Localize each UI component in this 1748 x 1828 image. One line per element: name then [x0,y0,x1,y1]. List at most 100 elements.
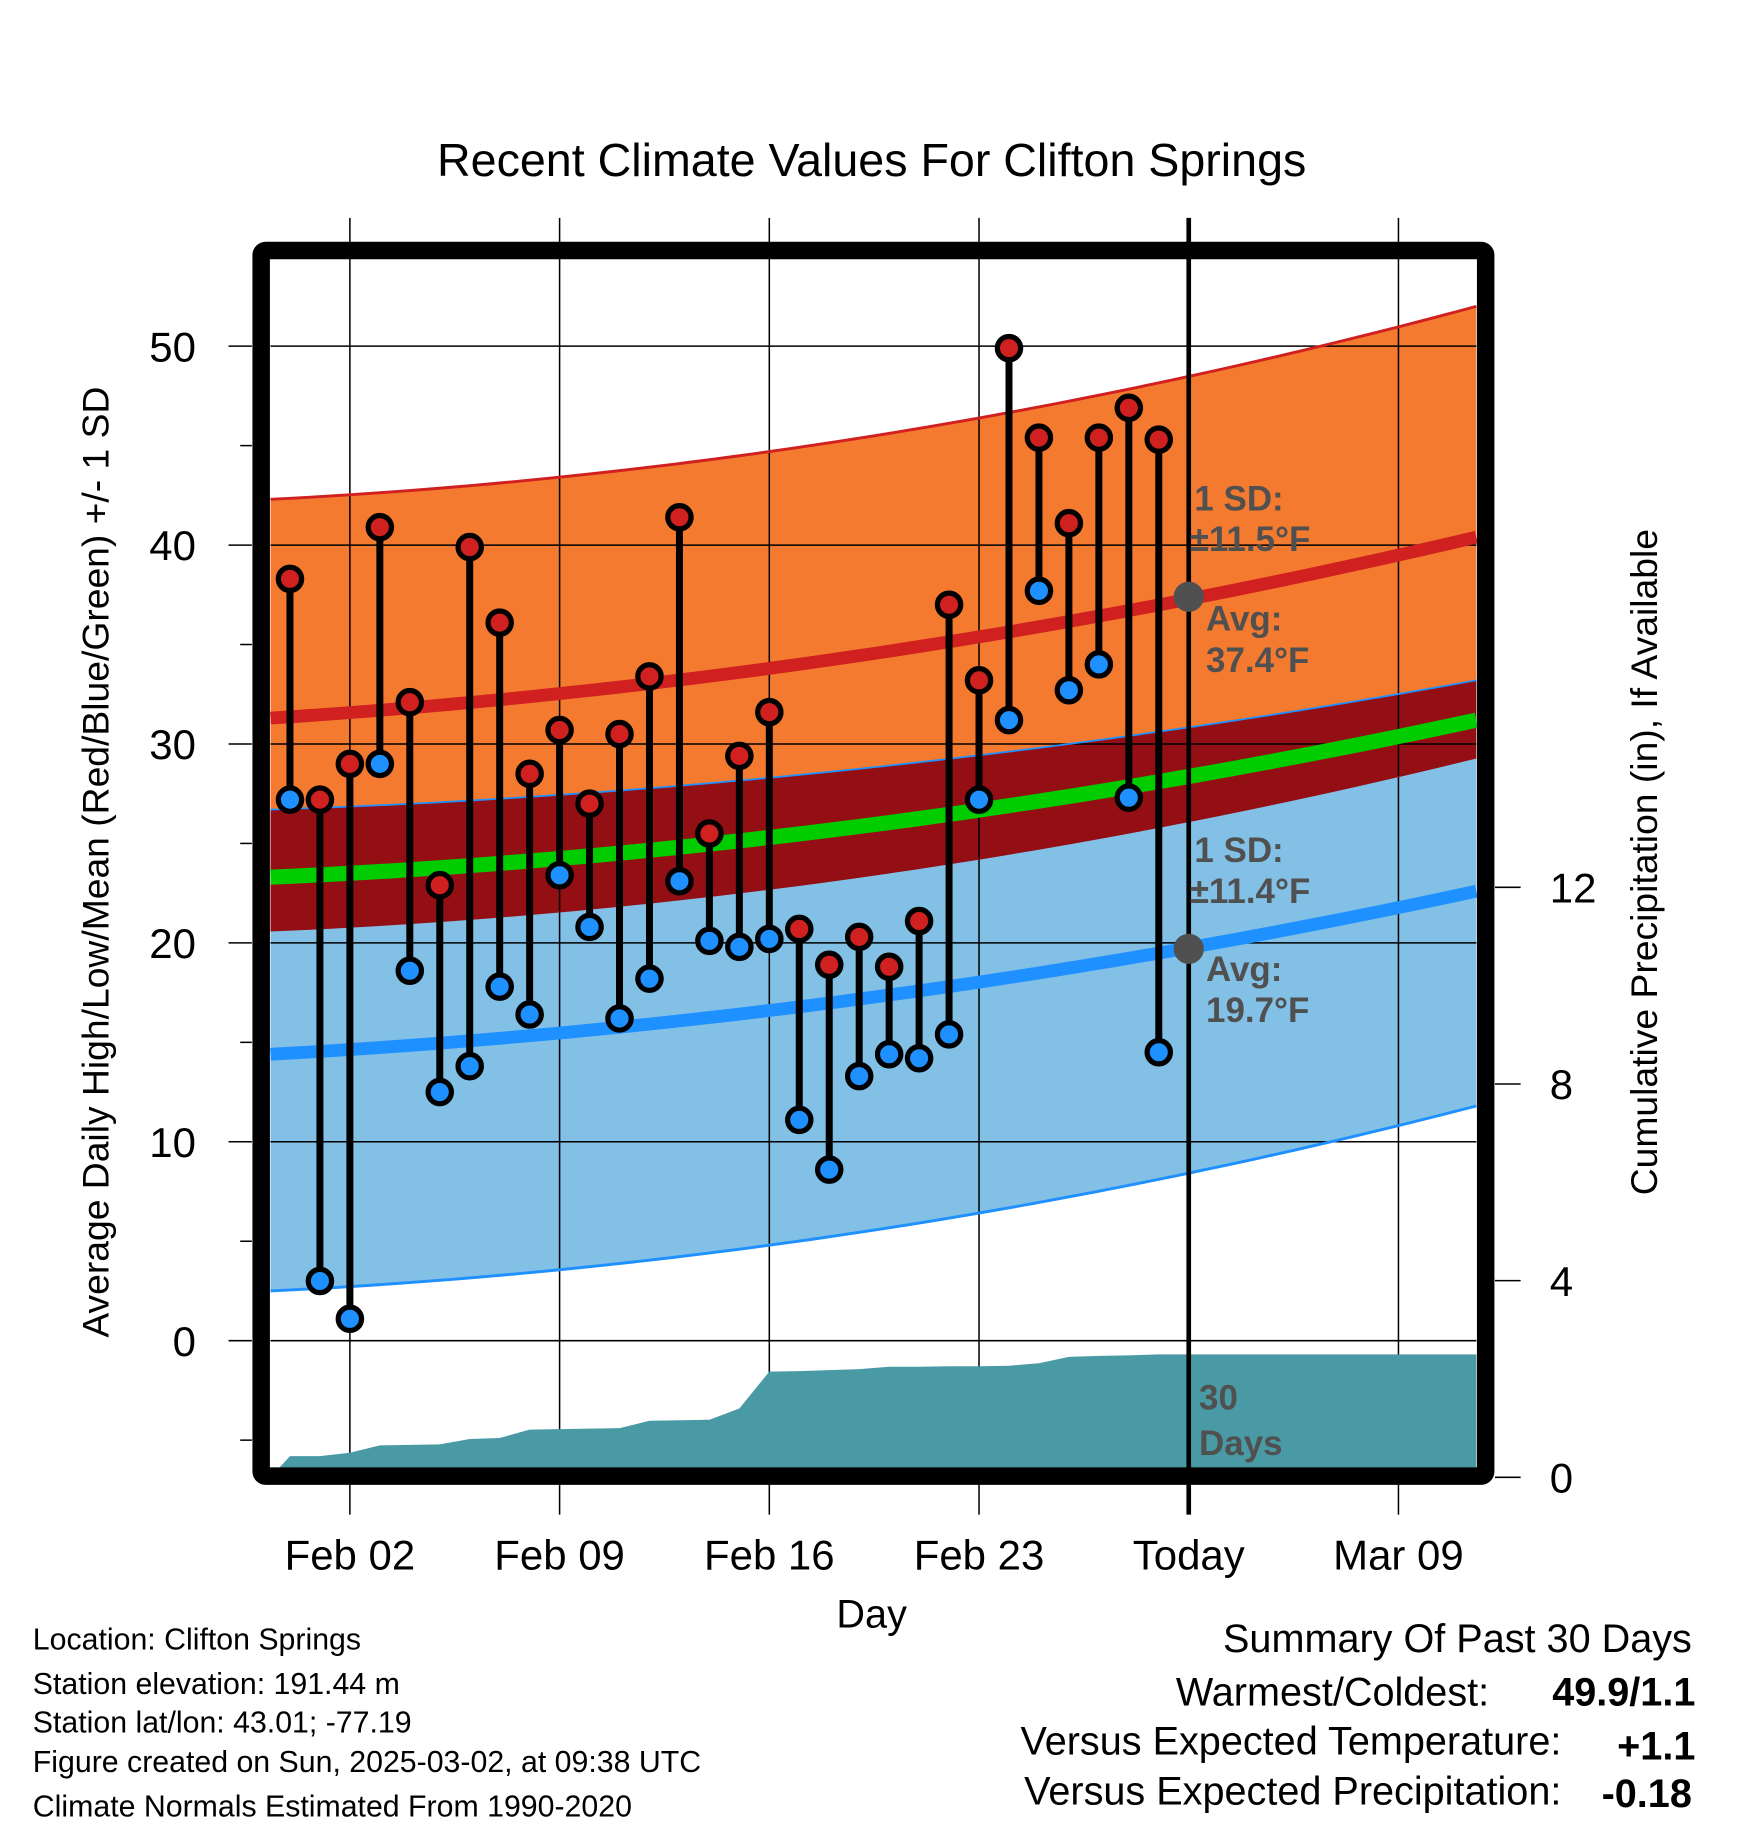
high-temp-point [725,741,754,771]
low-temp-point [725,932,754,962]
low-temp-point [934,1020,964,1049]
summary-temp-label: Versus Expected Temperature: [1020,1720,1561,1764]
info-normals: Climate Normals Estimated From 1990-2020 [33,1790,632,1823]
period-label-number: 30 [1199,1379,1238,1418]
summary: Summary Of Past 30 Days Warmest/Coldest:… [1020,1617,1695,1816]
low-temp-point [485,972,514,1001]
low-temp-point [784,1105,814,1135]
x-tick-label: Feb 09 [494,1531,625,1578]
low-temp-point [904,1043,934,1073]
low-temp-point [1144,1038,1174,1067]
low-avg-label: Avg: [1206,950,1282,989]
low-temp-point [575,912,604,942]
today-high-average-marker [1173,581,1204,612]
high-temp-point [964,666,994,695]
high-temp-point [575,789,604,818]
low-temp-point [844,1061,874,1091]
high-avg-value: 37.4°F [1206,641,1309,680]
summary-title: Summary Of Past 30 Days [1223,1617,1692,1661]
info-latlon: Station lat/lon: 43.01; -77.19 [33,1706,412,1739]
summary-precip-value: -0.18 [1602,1772,1692,1816]
high-temp-point [695,819,724,848]
y2-tick-label: 8 [1550,1061,1573,1108]
high-temp-point [395,687,425,717]
low-temp-point [605,1004,634,1033]
high-sd-value: ±11.5°F [1190,520,1311,559]
high-sd-label: 1 SD: [1194,479,1283,518]
high-temp-point [784,914,814,944]
station-info: Location: Clifton Springs Station elevat… [33,1624,701,1824]
low-sd-label: 1 SD: [1194,831,1283,870]
info-created: Figure created on Sun, 2025-03-02, at 09… [33,1746,701,1779]
summary-precip-label: Versus Expected Precipitation: [1024,1770,1561,1814]
y-tick-label: 40 [149,522,196,569]
y-axis-label: Average Daily High/Low/Mean (Red/Blue/Gr… [75,387,117,1338]
x-tick-label: Mar 09 [1333,1531,1464,1578]
x-tick-label: Today [1133,1531,1245,1578]
info-elevation: Station elevation: 191.44 m [33,1668,400,1701]
x-tick-label: Feb 02 [285,1531,416,1578]
high-temp-point [1084,423,1114,452]
low-temp-point [1084,650,1114,679]
low-temp-point [1114,783,1144,812]
info-location: Location: Clifton Springs [33,1624,361,1657]
high-temp-point [1024,423,1054,452]
low-temp-point [545,860,574,890]
low-temp-point [395,956,425,986]
high-temp-point [365,512,395,542]
x-tick-label: Feb 23 [914,1531,1045,1578]
plot-frame [252,241,1495,1485]
low-temp-point [695,926,724,956]
low-temp-point [874,1039,904,1069]
high-temp-point [665,502,694,532]
low-temp-point [994,705,1024,735]
low-temp-point [964,785,994,814]
low-sd-band [270,757,1477,1291]
high-temp-point [874,952,904,982]
today-low-average-marker [1173,933,1204,964]
high-temp-point [275,564,305,594]
y-tick-label: 20 [149,920,196,967]
low-temp-point [515,1000,544,1029]
low-temp-point [665,866,694,896]
low-temp-point [305,1266,335,1296]
low-temp-point [335,1304,365,1334]
high-temp-point [1114,393,1144,423]
low-temp-point [814,1155,844,1184]
high-temp-point [934,590,964,620]
high-temp-point [994,333,1024,363]
y-tick-label: 50 [149,323,196,370]
high-temp-point [844,922,874,952]
high-temp-point [515,759,544,789]
low-temp-point [365,749,395,779]
summary-temp-value: +1.1 [1617,1724,1695,1768]
low-temp-point [275,785,305,814]
high-sd-band [270,306,1477,810]
low-temp-point [1024,576,1054,606]
chart-title: Recent Climate Values For Clifton Spring… [437,134,1306,186]
high-temp-point [305,785,335,814]
high-temp-point [335,749,365,779]
high-temp-point [605,719,634,749]
y-tick-label: 0 [173,1318,196,1365]
high-temp-point [755,697,784,727]
low-temp-point [755,924,784,954]
y-tick-label: 10 [149,1119,196,1166]
y2-tick-label: 12 [1550,864,1597,911]
low-sd-value: ±11.4°F [1190,872,1311,911]
high-avg-label: Avg: [1206,599,1282,638]
high-temp-point [904,906,934,936]
summary-warmest-value: 49.9/1.1 [1552,1671,1695,1715]
high-temp-point [1054,508,1084,538]
high-temp-point [545,715,574,745]
low-temp-point [635,964,664,993]
low-temp-point [455,1051,484,1081]
y2-axis-label: Cumulative Precipitation (in), If Availa… [1623,529,1665,1195]
x-axis-label: Day [836,1593,907,1637]
precipitation-area [270,1354,1477,1478]
high-plus-sd-line [270,304,1477,501]
high-temp-point [485,608,514,637]
high-temp-point [455,532,484,562]
